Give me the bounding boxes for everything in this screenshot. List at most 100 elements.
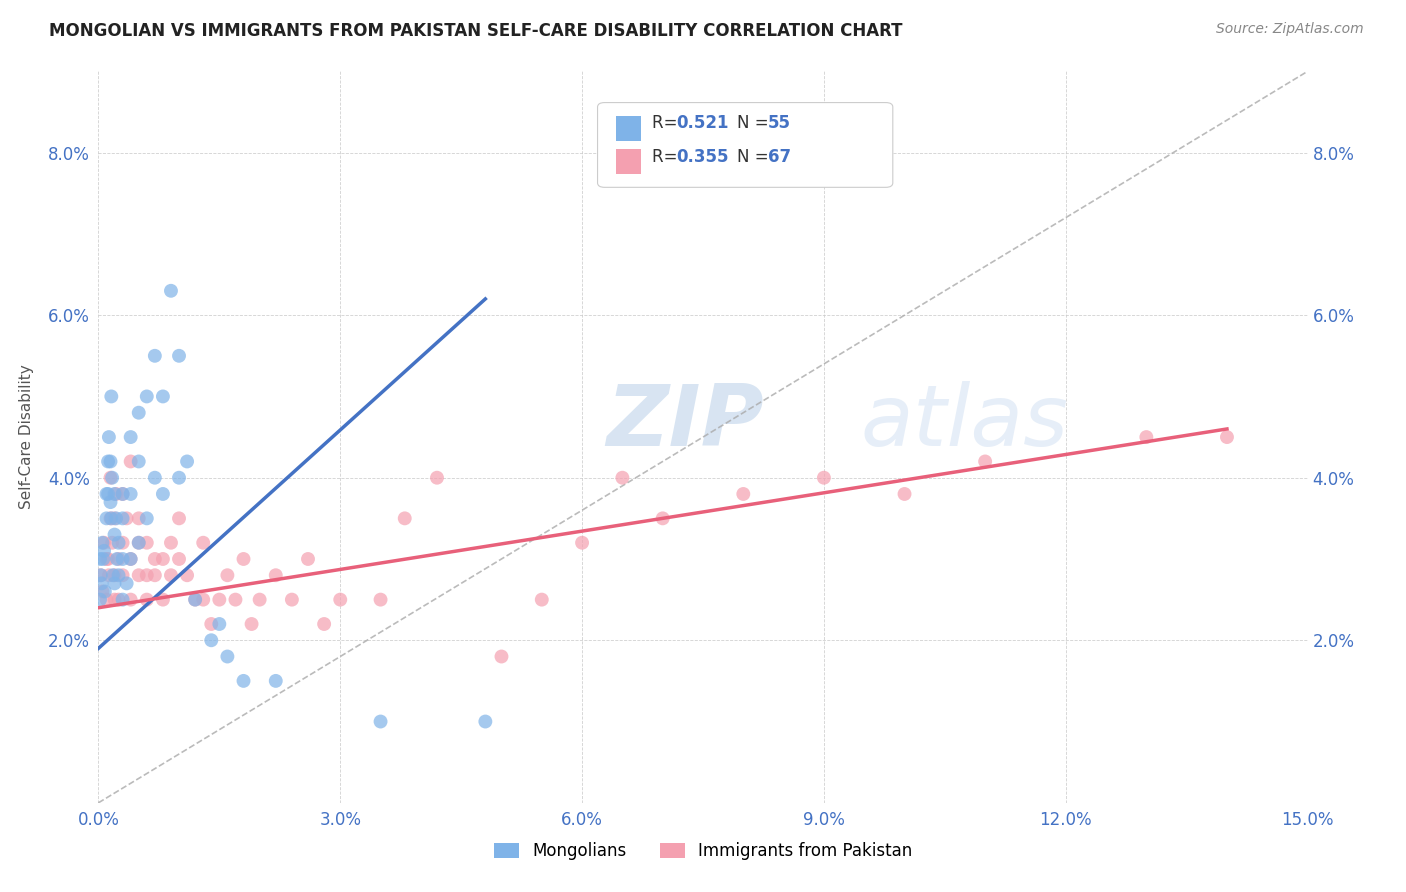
Legend: Mongolians, Immigrants from Pakistan: Mongolians, Immigrants from Pakistan (494, 842, 912, 860)
Point (105, 511, 128, 525)
Point (90, 568, 112, 582)
Point (152, 389, 174, 403)
Text: atlas: atlas (860, 381, 1069, 464)
Point (105, 552, 128, 566)
Point (370, 714, 392, 729)
Point (232, 673, 254, 688)
Point (111, 592, 134, 607)
Text: N =: N = (737, 114, 773, 132)
Point (111, 568, 134, 582)
Point (167, 471, 190, 485)
Point (93, 535, 115, 549)
Point (143, 568, 166, 582)
Point (96, 592, 118, 607)
Point (128, 535, 150, 549)
Text: R=: R= (652, 114, 683, 132)
Point (474, 714, 496, 729)
Point (160, 535, 183, 549)
Point (128, 568, 150, 582)
Point (167, 349, 190, 363)
Point (90, 576, 112, 591)
Point (135, 389, 157, 403)
Y-axis label: Self-Care Disability: Self-Care Disability (20, 365, 34, 509)
Point (200, 633, 222, 648)
Point (120, 487, 142, 501)
Point (91, 552, 114, 566)
Point (893, 487, 915, 501)
Point (101, 568, 124, 582)
Point (101, 535, 124, 549)
Point (103, 487, 125, 501)
Point (135, 592, 157, 607)
Point (167, 552, 190, 566)
Point (103, 568, 125, 582)
Point (135, 568, 157, 582)
Text: R=: R= (652, 148, 683, 166)
Point (264, 673, 287, 688)
Point (530, 592, 553, 607)
Point (128, 454, 150, 468)
Point (103, 527, 125, 541)
Point (167, 511, 190, 525)
Point (176, 568, 198, 582)
Text: 67: 67 (768, 148, 790, 166)
Point (115, 576, 138, 591)
Point (143, 471, 166, 485)
Text: 0.521: 0.521 (676, 114, 728, 132)
Point (97, 454, 120, 468)
Point (107, 552, 129, 566)
Point (111, 511, 134, 525)
Text: Source: ZipAtlas.com: Source: ZipAtlas.com (1216, 22, 1364, 37)
Point (120, 552, 142, 566)
Point (128, 535, 150, 549)
Point (426, 471, 449, 485)
Point (120, 552, 142, 566)
Point (1135, 430, 1157, 444)
Point (128, 406, 150, 420)
Point (111, 487, 134, 501)
Point (651, 511, 673, 525)
Point (105, 487, 128, 501)
Point (107, 568, 129, 582)
Point (100, 511, 122, 525)
Point (97, 552, 120, 566)
Point (96, 487, 118, 501)
Point (97, 568, 120, 582)
Point (152, 592, 174, 607)
Point (135, 511, 157, 525)
Point (314, 617, 336, 632)
Point (200, 617, 222, 632)
Point (100, 511, 122, 525)
Point (612, 471, 634, 485)
Point (100, 495, 122, 509)
Point (107, 592, 129, 607)
Text: 55: 55 (768, 114, 790, 132)
Point (281, 592, 304, 607)
Point (120, 454, 142, 468)
Point (89, 592, 111, 607)
Point (240, 617, 263, 632)
Point (394, 511, 416, 525)
Point (143, 552, 166, 566)
Point (176, 454, 198, 468)
Point (115, 511, 138, 525)
Point (93, 544, 115, 558)
Point (97, 487, 120, 501)
Point (103, 511, 125, 525)
Point (297, 552, 319, 566)
Point (208, 617, 231, 632)
Point (101, 471, 124, 485)
Point (974, 454, 997, 468)
Text: MONGOLIAN VS IMMIGRANTS FROM PAKISTAN SELF-CARE DISABILITY CORRELATION CHART: MONGOLIAN VS IMMIGRANTS FROM PAKISTAN SE… (49, 22, 903, 40)
Point (193, 592, 215, 607)
Point (370, 592, 392, 607)
Point (491, 649, 513, 664)
Point (571, 535, 593, 549)
Point (152, 552, 174, 566)
Point (94, 584, 117, 599)
Point (111, 535, 134, 549)
Point (217, 649, 239, 664)
Point (184, 592, 207, 607)
Point (103, 592, 125, 607)
Point (217, 568, 239, 582)
